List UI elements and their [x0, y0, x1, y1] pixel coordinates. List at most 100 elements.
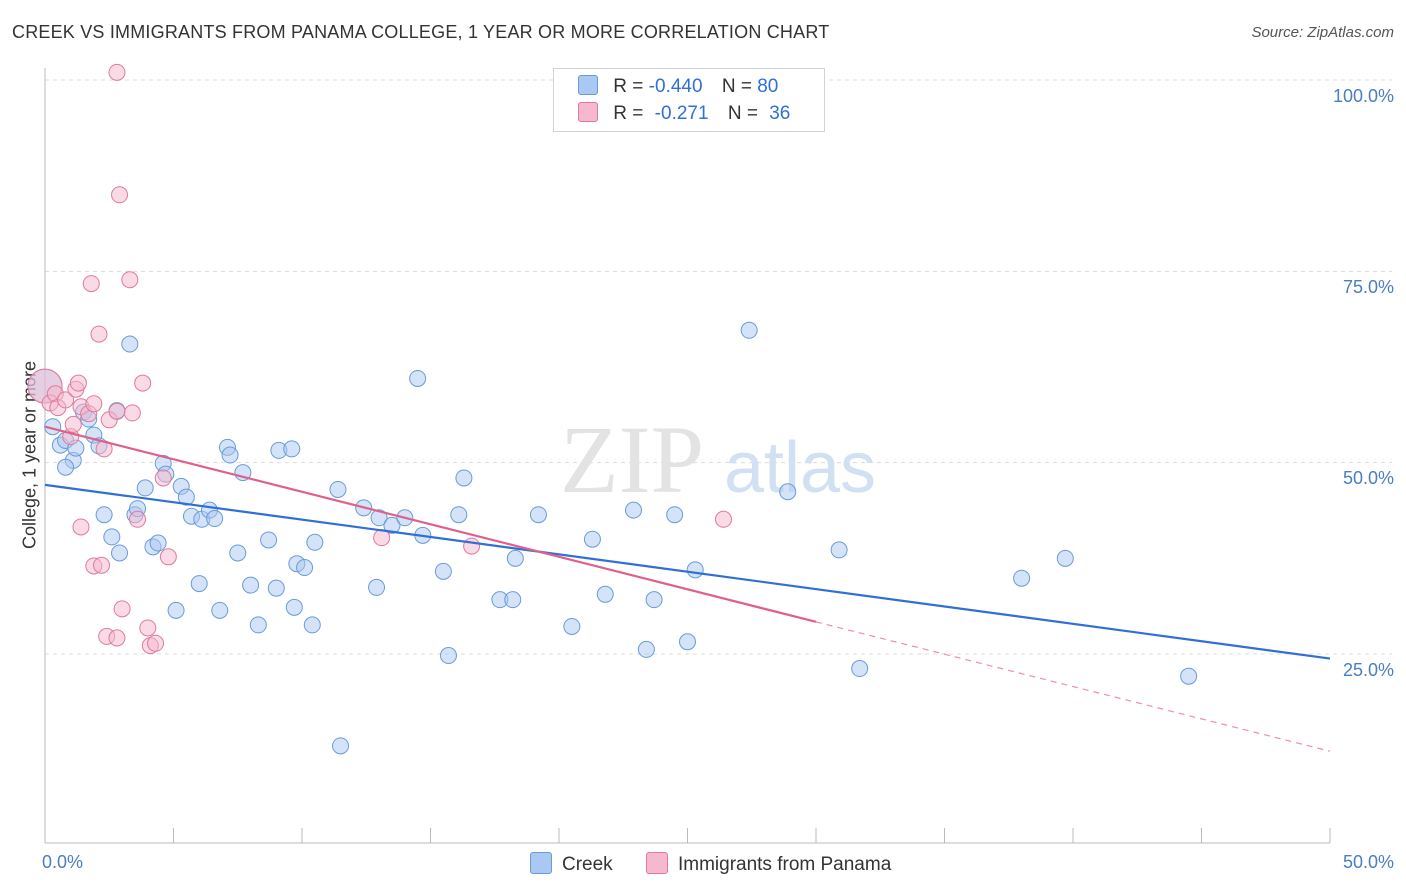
panama-point	[111, 186, 129, 204]
panama-point	[154, 469, 172, 487]
panama-point	[123, 404, 141, 422]
creek-point	[529, 506, 547, 524]
legend-row-panama: R = -0.271 N = 36	[578, 102, 790, 124]
legend-item-creek: Creek	[530, 852, 613, 876]
creek-point	[439, 647, 457, 665]
creek-point	[206, 510, 224, 528]
creek-point	[504, 591, 522, 609]
creek-point	[383, 516, 401, 534]
creek-point	[851, 660, 869, 678]
legend-swatch-creek	[578, 75, 598, 95]
x-tick-label-50: 50.0%	[1342, 852, 1394, 872]
legend-n-label: N =	[727, 103, 758, 124]
legend-swatch-panama	[578, 102, 598, 122]
panama-point	[82, 275, 100, 293]
panama-point	[69, 374, 87, 392]
creek-point	[645, 591, 663, 609]
creek-point	[211, 601, 229, 619]
panama-trend-extension	[815, 621, 1331, 752]
legend-row-creek: R = -0.440 N = 80	[578, 75, 778, 97]
creek-point	[103, 528, 121, 546]
series-legend: Creek Immigrants from Panama	[530, 852, 919, 876]
panama-point	[64, 415, 82, 433]
correlation-legend: R = -0.440 N = 80 R = -0.271 N = 36	[553, 68, 825, 132]
creek-point	[450, 506, 468, 524]
panama-point	[159, 548, 177, 566]
y-tick-label-100: 100.0%	[1332, 86, 1394, 106]
watermark-atlas: atlas	[724, 428, 876, 508]
y-tick-label-50: 50.0%	[1342, 468, 1394, 488]
panama-point	[85, 395, 103, 413]
panama-trend-line	[44, 425, 817, 623]
watermark-zip: ZIP	[560, 406, 704, 513]
legend-item-panama: Immigrants from Panama	[645, 852, 892, 876]
creek-point	[111, 544, 129, 562]
creek-point	[1180, 667, 1198, 685]
panama-point	[57, 391, 75, 409]
creek-point	[434, 562, 452, 580]
creek-point	[830, 541, 848, 559]
creek-point	[177, 488, 195, 506]
creek-point	[267, 579, 285, 597]
creek-point	[740, 321, 758, 339]
creek-point	[506, 549, 524, 567]
x-tick-label-0: 0.0%	[42, 852, 84, 872]
creek-point	[637, 640, 655, 658]
creek-point	[136, 479, 154, 497]
panama-point	[121, 271, 139, 289]
creek-point	[221, 446, 239, 464]
creek-point	[260, 531, 278, 549]
trend-lines	[44, 425, 1331, 752]
grid-lines	[45, 79, 1392, 655]
creek-point	[455, 469, 473, 487]
creek-point	[296, 559, 314, 577]
creek-point	[370, 509, 388, 527]
creek-point	[666, 506, 684, 524]
creek-point	[283, 440, 301, 458]
creek-point	[332, 737, 350, 755]
creek-point	[306, 533, 324, 551]
y-tick-label-75: 75.0%	[1342, 277, 1394, 297]
creek-point	[779, 483, 797, 501]
panama-point	[90, 325, 108, 343]
legend-n-value: 80	[757, 76, 779, 97]
legend-label-panama: Immigrants from Panama	[677, 854, 892, 875]
creek-point	[149, 534, 167, 552]
legend-r-value: -0.271	[654, 103, 709, 124]
creek-point	[229, 544, 247, 562]
y-tick-label-25: 25.0%	[1342, 660, 1394, 680]
creek-point	[563, 617, 581, 635]
creek-point	[242, 576, 260, 594]
creek-point	[303, 616, 321, 634]
legend-swatch-panama	[645, 852, 668, 874]
creek-point	[249, 616, 267, 634]
panama-point	[72, 518, 90, 536]
legend-swatch-creek	[530, 852, 552, 874]
legend-r-label: R =	[613, 103, 644, 124]
creek-point	[95, 506, 113, 524]
creek-point	[121, 335, 139, 353]
legend-n-label: N =	[721, 76, 752, 97]
legend-r-label: R =	[613, 76, 644, 97]
panama-point	[714, 510, 732, 528]
panama-point	[108, 402, 126, 420]
creek-point	[285, 598, 303, 616]
axes	[44, 68, 1331, 844]
creek-point	[583, 530, 601, 548]
panama-point	[113, 600, 131, 618]
creek-point	[57, 458, 75, 476]
creek-point	[1013, 569, 1031, 587]
panama-point	[108, 63, 126, 81]
legend-r-value: -0.440	[648, 76, 703, 97]
creek-point	[625, 501, 643, 519]
creek-trend-line	[44, 483, 1331, 660]
panama-point	[463, 537, 481, 555]
legend-label-creek: Creek	[562, 854, 613, 875]
panama-point	[129, 510, 147, 528]
data-points	[27, 63, 1198, 755]
creek-point	[679, 633, 696, 651]
panama-point	[134, 374, 152, 392]
creek-point	[596, 585, 614, 603]
creek-point	[167, 601, 185, 619]
